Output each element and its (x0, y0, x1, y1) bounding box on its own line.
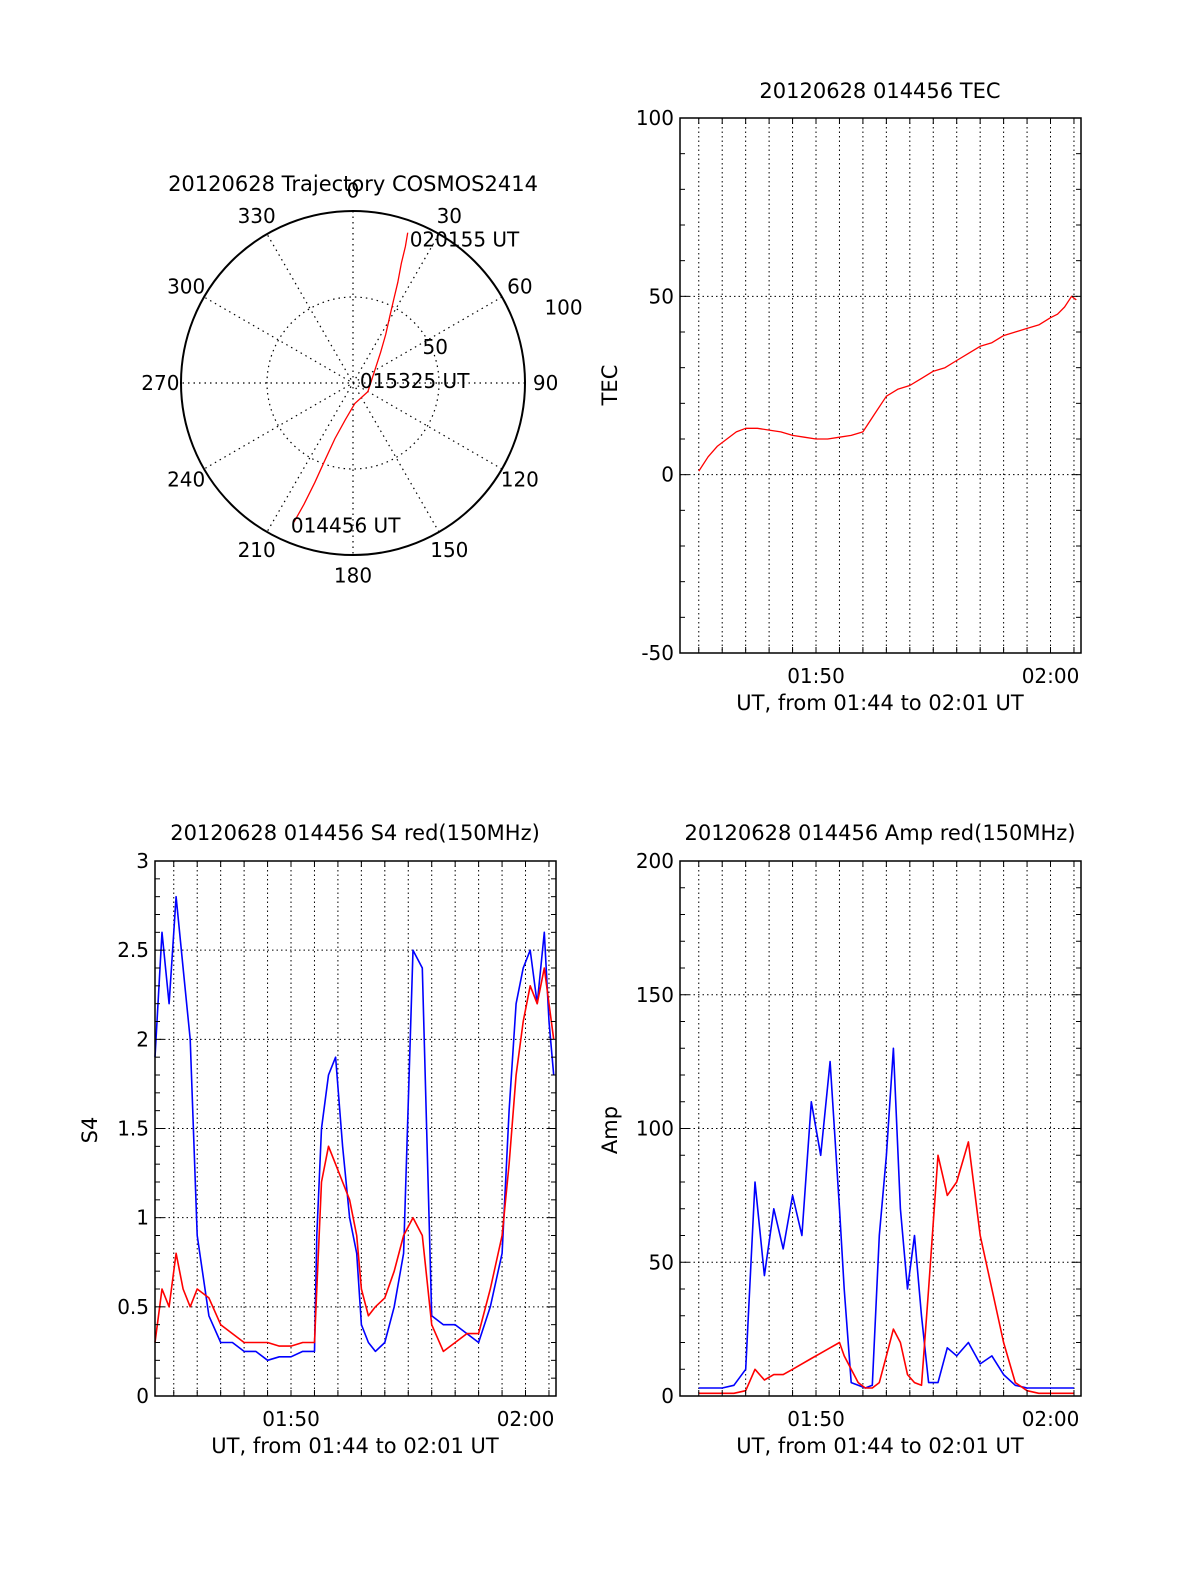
polar-azimuth-labels: 0 30 60 90 120 150 180 210 240 270 300 330 (141, 178, 558, 587)
amp-y-tick-label: 100 (636, 1117, 674, 1141)
s4-title: 20120628 014456 S4 red(150MHz) (170, 821, 540, 845)
tec-title: 20120628 014456 TEC (759, 79, 1000, 103)
azimuth-label-30: 30 (437, 204, 462, 228)
s4-series-line-1 (154, 967, 555, 1353)
amp-panel: 20120628 014456 Amp red(150MHz) 01:50 02:… (598, 821, 1082, 1458)
amp-x-ticks: 01:50 02:00 (698, 861, 1080, 1431)
trajectory-annotation-1: 015325 UT (360, 369, 470, 393)
s4-x-axis-label: UT, from 01:44 to 02:01 UT (211, 1434, 499, 1458)
azimuth-label-120: 120 (501, 467, 539, 491)
s4-y-tick-label: 3 (136, 849, 149, 873)
trajectory-annotation-0: 020155 UT (410, 228, 520, 252)
polar-spoke-150 (266, 233, 440, 533)
tec-y-tick-label: -50 (641, 641, 674, 665)
s4-y-ticks: 0 0.5 1 1.5 2 2.5 3 (117, 849, 556, 1408)
s4-x-ticks: 01:50 02:00 (173, 861, 555, 1431)
azimuth-label-240: 240 (167, 467, 205, 491)
azimuth-label-150: 150 (430, 538, 468, 562)
polar-outer-circle (180, 210, 526, 556)
amp-y-axis-label: Amp (598, 1106, 622, 1154)
amp-y-tick-label: 150 (636, 983, 674, 1007)
amp-y-tick-label: 50 (649, 1250, 674, 1274)
amp-y-ticks: 0 50 100 150 200 (636, 849, 1081, 1408)
tec-y-axis-label: TEC (598, 365, 622, 407)
s4-x-tick-label: 01:50 (262, 1407, 320, 1431)
amp-x-tick-label: 02:00 (1022, 1407, 1080, 1431)
azimuth-label-60: 60 (507, 275, 532, 299)
tec-y-tick-label: 50 (649, 284, 674, 308)
azimuth-label-300: 300 (167, 275, 205, 299)
amp-series (698, 1047, 1074, 1395)
polar-ring-50 (266, 296, 440, 470)
s4-y-tick-label: 1 (136, 1206, 149, 1230)
s4-y-tick-label: 2 (136, 1027, 149, 1051)
tec-y-ticks: -50 0 50 100 (636, 106, 1081, 665)
tec-plot-frame (679, 117, 1082, 654)
polar-radial-labels: 50 100 (423, 296, 583, 359)
radial-label-100: 100 (544, 296, 582, 320)
amp-grid (680, 860, 1081, 1397)
amp-x-axis-label: UT, from 01:44 to 02:01 UT (736, 1434, 1024, 1458)
tec-x-tick-label: 01:50 (787, 664, 845, 688)
tec-x-ticks: 01:50 02:00 (698, 118, 1080, 688)
s4-panel: 20120628 014456 S4 red(150MHz) 01:50 02:0… (78, 821, 557, 1458)
s4-y-axis-label: S4 (78, 1117, 102, 1144)
s4-y-tick-label: 2.5 (117, 938, 149, 962)
tec-y-tick-label: 100 (636, 106, 674, 130)
azimuth-label-270: 270 (141, 371, 179, 395)
tec-x-axis-label: UT, from 01:44 to 02:01 UT (736, 691, 1024, 715)
amp-y-tick-label: 200 (636, 849, 674, 873)
azimuth-label-90: 90 (533, 371, 558, 395)
trajectory-title: 20120628 Trajectory COSMOS2414 (168, 172, 538, 196)
s4-y-tick-label: 1.5 (117, 1117, 149, 1141)
s4-x-tick-label: 02:00 (497, 1407, 555, 1431)
azimuth-label-0: 0 (347, 178, 360, 202)
tec-series (698, 295, 1077, 472)
amp-series-line-1 (698, 1141, 1074, 1395)
s4-grid (155, 860, 556, 1397)
s4-series (154, 895, 555, 1362)
tec-panel: 20120628 014456 TEC 01:50 02:00 -50 0 50 100… (598, 79, 1082, 715)
polar-annotations: 020155 UT 015325 UT 014456 UT (291, 228, 520, 538)
radial-label-50: 50 (423, 335, 448, 359)
trajectory-panel: 20120628 Trajectory COSMOS2414 0 30 60 90 12… (141, 172, 582, 588)
s4-y-tick-label: 0 (136, 1384, 149, 1408)
s4-plot-frame (154, 860, 557, 1397)
amp-plot-frame (679, 860, 1082, 1397)
azimuth-label-210: 210 (238, 538, 276, 562)
amp-x-tick-label: 01:50 (787, 1407, 845, 1431)
polar-series (293, 232, 409, 523)
azimuth-label-180: 180 (334, 564, 372, 588)
amp-y-tick-label: 0 (661, 1384, 674, 1408)
tec-series-line-0 (698, 295, 1077, 472)
trajectory-annotation-2: 014456 UT (291, 513, 401, 537)
tec-y-tick-label: 0 (661, 463, 674, 487)
s4-y-tick-label: 0.5 (117, 1295, 149, 1319)
trajectory-curve (293, 232, 409, 523)
tec-grid (680, 117, 1081, 654)
amp-series-line-0 (698, 1047, 1074, 1389)
tec-x-tick-label: 02:00 (1022, 664, 1080, 688)
amp-title: 20120628 014456 Amp red(150MHz) (684, 821, 1075, 845)
polar-grid (181, 211, 525, 555)
azimuth-label-330: 330 (238, 204, 276, 228)
